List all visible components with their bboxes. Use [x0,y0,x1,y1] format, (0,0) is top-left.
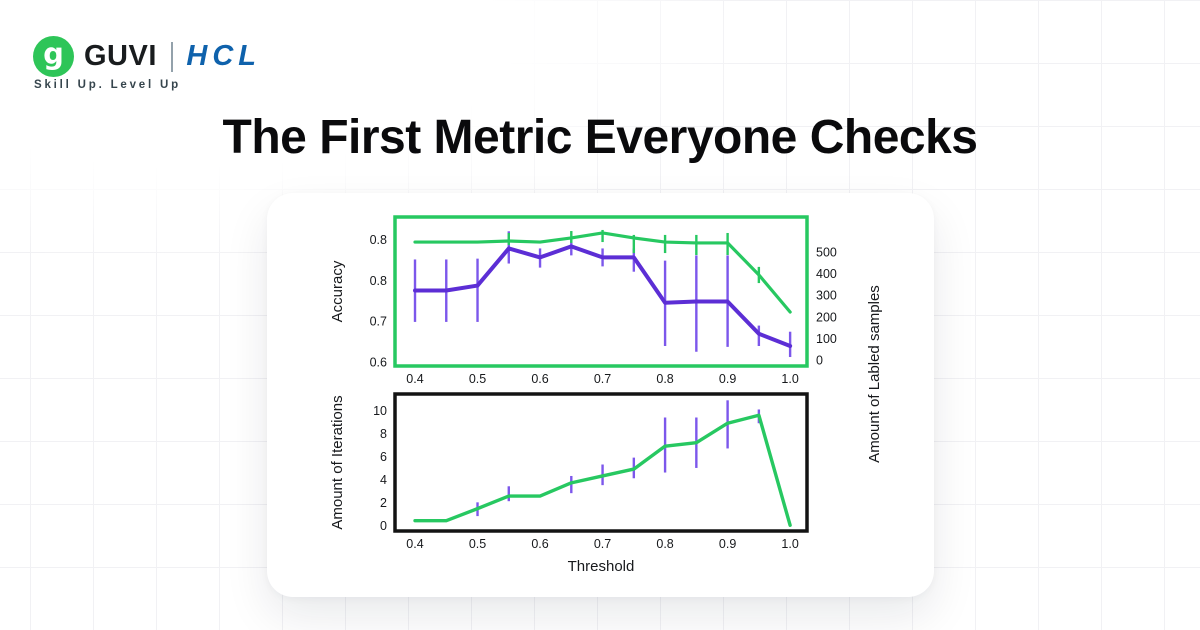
top-chart-frame [393,215,809,368]
top-chart-right-tick: 500 [816,245,837,259]
accuracy-line [413,244,793,348]
logo-divider [170,41,174,72]
top-chart-x-tick: 0.5 [469,372,486,386]
top-chart-x-tick: 0.9 [719,372,736,386]
bottom-chart-y-tick: 2 [380,496,387,510]
bottom-chart-x-tick: 0.9 [719,537,736,551]
x-axis-label: Threshold [568,558,635,575]
top-chart-right-tick: 100 [816,332,837,346]
amount-of-labled-samples-line [413,231,792,314]
hcl-wordmark: HCL [186,40,262,72]
top-chart-x-tick: 0.7 [594,372,611,386]
top-chart-y-tick: 0.7 [370,315,387,329]
bottom-chart-y-tick: 6 [380,450,387,464]
top-chart-right-tick: 200 [816,310,837,324]
top-chart-y-tick: 0.8 [370,274,387,288]
top-chart-x-tick: 0.8 [656,372,673,386]
brand-tagline: Skill Up. Level Up [34,79,181,91]
top-chart-ylabel: Accuracy [329,260,346,322]
top-chart-x-tick: 0.6 [531,372,548,386]
top-chart-y-tick: 0.6 [370,355,387,369]
bottom-chart-y-tick: 8 [380,427,387,441]
bottom-chart-y-tick: 0 [380,519,387,533]
bottom-chart-x-tick: 0.5 [469,537,486,551]
top-chart-x-tick: 0.4 [406,372,423,386]
bottom-chart-x-tick: 1.0 [781,537,798,551]
bottom-chart-frame [393,392,809,533]
top-chart-x-tick: 1.0 [781,372,798,386]
top-chart: 0.4 0.5 0.6 0.7 0.8 0.9 1.0 0.6 0.7 0.8 0.8 0 100 200… [329,215,883,463]
guvi-logo-icon: g [33,36,74,77]
bottom-chart-ylabel: Amount of Iterations [329,395,346,529]
guvi-wordmark: GUVI [84,40,157,72]
top-chart-right-tick: 0 [816,353,823,367]
brand-lockup: g GUVI HCL [33,36,261,77]
bottom-chart-y-tick: 10 [373,404,387,418]
bottom-chart-x-tick: 0.7 [594,537,611,551]
top-chart-right-tick: 400 [816,267,837,281]
amount-of-iterations-line [413,413,792,527]
bottom-chart-x-tick: 0.6 [531,537,548,551]
guvi-glyph: g [43,37,64,71]
right-axis-label: Amount of Labled samples [866,285,883,463]
top-chart-y-tick: 0.8 [370,233,387,247]
bottom-chart-y-tick: 4 [380,473,387,487]
bottom-chart-x-tick: 0.4 [406,537,423,551]
bottom-chart: 0.4 0.5 0.6 0.7 0.8 0.9 1.0 0 2 4 6 8 10 Amount of It… [329,392,809,575]
top-chart-right-tick: 300 [816,289,837,303]
bottom-chart-x-tick: 0.8 [656,537,673,551]
page-title: The First Metric Everyone Checks [222,111,978,164]
